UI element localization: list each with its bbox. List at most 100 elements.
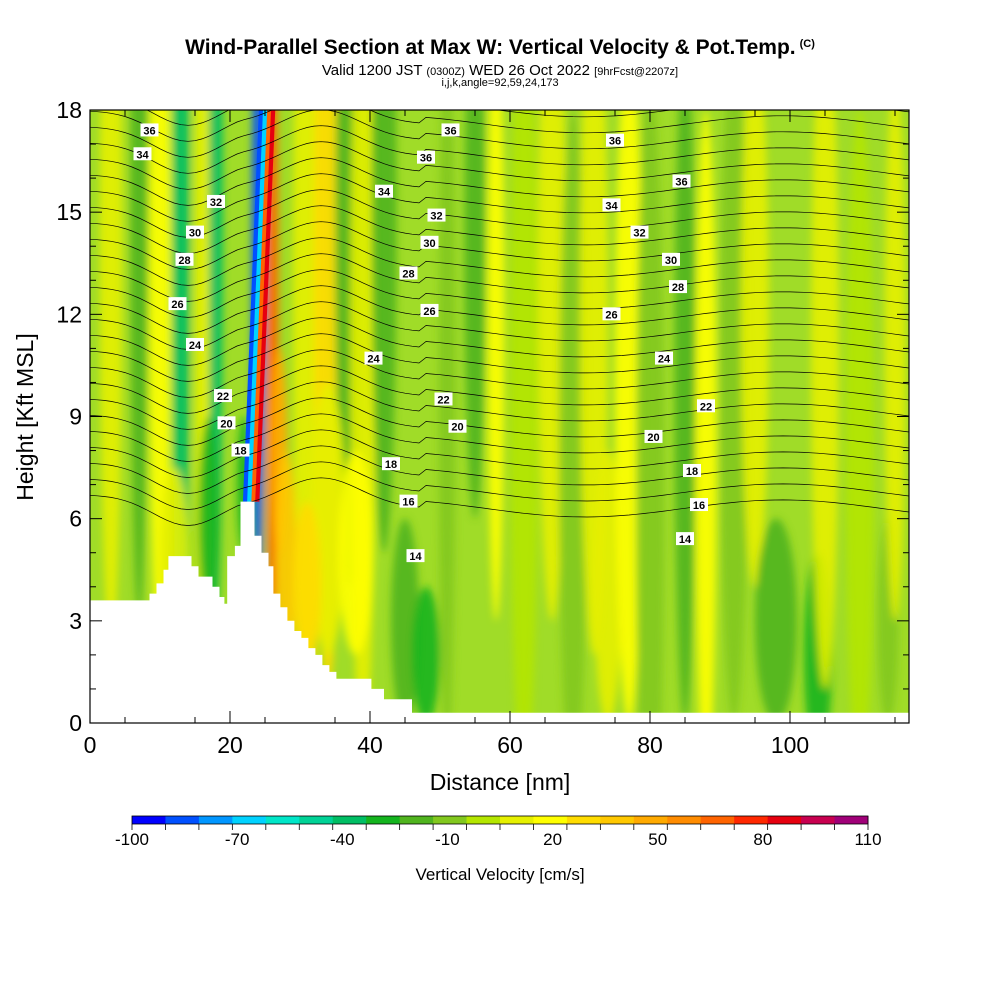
- velocity-cell: [674, 110, 696, 723]
- velocity-cell: [695, 110, 717, 723]
- contour-label-box: [399, 266, 418, 280]
- contour-label-box: [448, 419, 467, 433]
- x-tick-label: 80: [637, 732, 663, 758]
- velocity-cell: [275, 450, 297, 655]
- colorbar-swatch: [198, 816, 233, 824]
- contour-label: 20: [647, 432, 659, 444]
- velocity-cell: [811, 110, 839, 689]
- contour-label-box: [676, 532, 694, 546]
- contour-label: 36: [420, 153, 432, 165]
- velocity-cell: [559, 110, 587, 723]
- colorbar-swatch: [132, 816, 166, 824]
- contour-label: 30: [423, 238, 435, 250]
- theta-isoline: [90, 301, 909, 350]
- colorbar-swatch: [834, 816, 869, 824]
- theta-isoline: [90, 157, 909, 206]
- velocity-cell: [293, 501, 321, 672]
- contour-label: 24: [658, 354, 671, 366]
- contour-label: 30: [665, 255, 677, 267]
- contour-label: 24: [367, 354, 380, 366]
- theta-isoline: [90, 333, 909, 382]
- chart-title: Wind-Parallel Section at Max W: Vertical…: [0, 36, 1000, 60]
- colorbar-swatch: [500, 816, 534, 824]
- contour-label: 22: [437, 394, 449, 406]
- contour-label-box: [231, 443, 250, 457]
- contour-label-box: [427, 208, 446, 222]
- theta-isoline: [90, 429, 909, 478]
- x-tick-label: 20: [217, 732, 243, 758]
- contour-label-box: [669, 280, 687, 294]
- velocity-streak: [255, 110, 276, 502]
- contour-label: 14: [409, 551, 422, 563]
- velocity-cell: [884, 110, 906, 621]
- x-tick-label: 40: [357, 732, 383, 758]
- contour-label-box: [375, 184, 393, 198]
- velocity-cell: [198, 416, 220, 621]
- contour-label: 28: [178, 255, 190, 267]
- contour-label-box: [214, 389, 232, 403]
- chart-title-text: Wind-Parallel Section at Max W: Vertical…: [185, 36, 796, 59]
- colorbar-tick-label: -100: [115, 830, 149, 849]
- theta-isoline: [90, 141, 909, 190]
- y-axis-label: Height [Kft MSL]: [12, 333, 38, 500]
- x-tick-label: 100: [771, 732, 809, 758]
- velocity-streak: [242, 110, 264, 502]
- contour-label: 32: [430, 211, 442, 223]
- contour-label-box: [417, 150, 435, 164]
- contour-label: 34: [378, 187, 391, 199]
- contour-label-box: [186, 225, 204, 239]
- colorbar-tick-label: 80: [753, 830, 772, 849]
- contour-label-box: [672, 174, 691, 188]
- colorbar-swatch: [232, 816, 267, 824]
- indices-label: i,j,k,angle=92,59,24,173: [441, 77, 559, 89]
- x-tick-label: 0: [84, 732, 97, 758]
- contour-label: 36: [675, 177, 687, 189]
- contour-label-box: [690, 498, 708, 512]
- theta-isoline: [90, 221, 909, 270]
- theta-isoline: [90, 205, 909, 254]
- velocity-cell: [615, 110, 643, 723]
- x-tick-label: 60: [497, 732, 523, 758]
- theta-isoline: [90, 381, 909, 430]
- theta-isoline: [90, 237, 909, 286]
- valid-date-label: WED 26 Oct 2022: [469, 62, 590, 79]
- contour-label: 24: [189, 340, 202, 352]
- contour-label-box: [697, 399, 715, 413]
- y-tick-label: 3: [69, 608, 82, 634]
- colorbar-swatch: [700, 816, 735, 824]
- y-tick-label: 6: [69, 506, 82, 532]
- colorbar-swatch: [466, 816, 501, 824]
- colorbar-swatch: [767, 816, 802, 824]
- colorbar-swatch: [734, 816, 769, 824]
- theta-isoline: [90, 445, 909, 494]
- theta-isoline: [90, 253, 909, 302]
- theta-isoline: [90, 317, 909, 366]
- contour-label-box: [406, 549, 425, 563]
- contour-label-box: [606, 133, 624, 147]
- contour-label-box: [364, 351, 383, 365]
- contour-label: 28: [402, 268, 414, 280]
- velocity-cell: [594, 450, 622, 723]
- colorbar-swatch: [165, 816, 200, 824]
- contour-label-box: [399, 494, 418, 508]
- chart-title-units: (C): [799, 38, 815, 50]
- contour-label: 20: [451, 422, 463, 434]
- colorbar-swatch: [633, 816, 668, 824]
- theta-isoline: [90, 173, 909, 222]
- colorbar-swatch: [801, 816, 836, 824]
- y-tick-label: 12: [56, 301, 82, 327]
- contour-label-box: [434, 392, 453, 406]
- contour-label-box: [186, 337, 204, 351]
- colorbar-swatch: [533, 816, 568, 824]
- contour-label: 18: [234, 446, 246, 458]
- contour-label: 18: [686, 466, 698, 478]
- y-tick-label: 9: [69, 404, 82, 430]
- contour-label: 16: [402, 497, 414, 509]
- contour-label-box: [420, 235, 439, 249]
- colorbar-swatch: [366, 816, 401, 824]
- theta-isoline: [90, 477, 909, 526]
- colorbar-tick-label: -40: [330, 830, 355, 849]
- contour-label: 22: [217, 391, 229, 403]
